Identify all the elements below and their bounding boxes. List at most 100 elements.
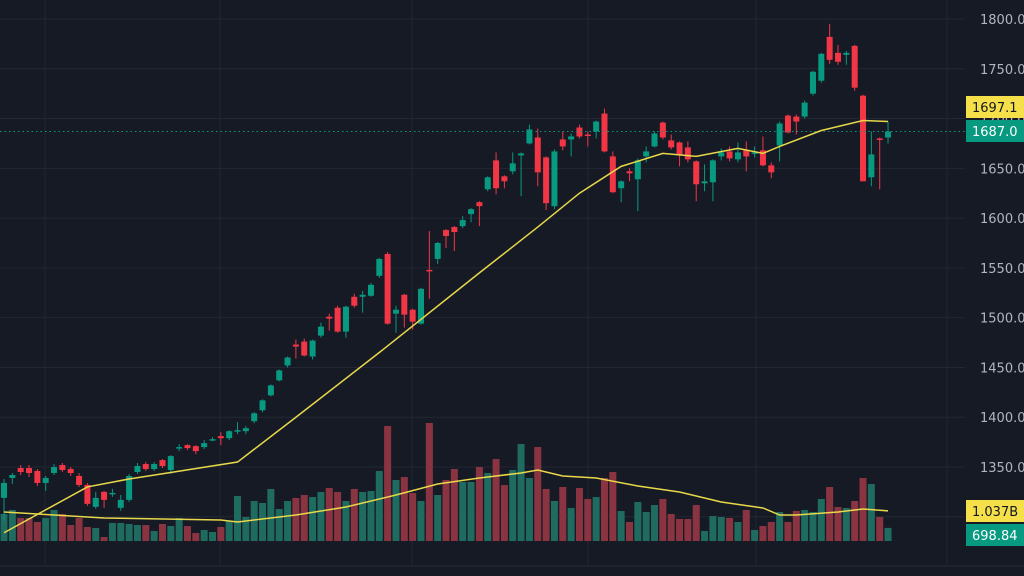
candle-up bbox=[734, 152, 741, 160]
candle-down bbox=[101, 491, 108, 500]
volume-bar bbox=[467, 481, 475, 541]
volume-bar bbox=[292, 497, 300, 541]
candle-up bbox=[309, 340, 316, 357]
volume-bar bbox=[525, 477, 533, 541]
candle-up bbox=[651, 133, 658, 147]
volume-bar bbox=[234, 496, 242, 541]
candle-up bbox=[418, 288, 424, 324]
volume-pane bbox=[0, 423, 892, 541]
candle-up bbox=[151, 464, 158, 470]
price-tick-label: 1750.0 bbox=[980, 63, 1024, 78]
candle-down bbox=[334, 307, 341, 332]
volume-bar bbox=[634, 501, 642, 541]
volume-bar bbox=[33, 521, 41, 541]
volume-bar bbox=[384, 426, 392, 541]
volume-bar bbox=[517, 444, 525, 541]
volume-bar bbox=[442, 479, 450, 541]
candle-down bbox=[142, 464, 149, 470]
volume-bar bbox=[567, 507, 575, 541]
volume-bar bbox=[209, 531, 216, 541]
volume-bar bbox=[75, 517, 83, 541]
volume-bar bbox=[884, 527, 892, 541]
volume-bar bbox=[50, 509, 58, 541]
volume-bar bbox=[542, 488, 550, 541]
candle-down bbox=[759, 150, 766, 166]
volume-moving-average-line bbox=[3, 469, 889, 523]
candle-up bbox=[51, 467, 58, 473]
volume-bar bbox=[67, 525, 75, 541]
volume-bar bbox=[651, 505, 659, 541]
volume-bar bbox=[701, 530, 709, 541]
candle-up bbox=[718, 152, 725, 157]
last-volume-tag-background bbox=[966, 524, 1024, 546]
candle-down bbox=[684, 147, 691, 160]
candle-down bbox=[59, 465, 66, 471]
volume-bar bbox=[842, 507, 850, 541]
candle-up bbox=[342, 306, 349, 332]
volume-bar bbox=[92, 527, 100, 541]
price-tick-label: 1550.0 bbox=[980, 262, 1024, 277]
price-ma-tag: 1697.1 bbox=[972, 101, 1018, 116]
candle-down bbox=[726, 151, 733, 159]
candles bbox=[1, 23, 892, 521]
volume-ma-tag: 1.037B bbox=[972, 505, 1018, 520]
volume-bar bbox=[500, 485, 508, 541]
volume-bar bbox=[242, 517, 250, 541]
candle-up bbox=[468, 209, 475, 215]
candle-down bbox=[451, 227, 458, 233]
candle-up bbox=[1, 482, 7, 498]
candle-down bbox=[576, 127, 583, 137]
candle-down bbox=[384, 253, 391, 324]
price-tick-label: 1500.0 bbox=[980, 312, 1024, 327]
candle-down bbox=[534, 137, 541, 173]
volume-bar bbox=[459, 481, 467, 541]
candle-down bbox=[543, 157, 550, 204]
volume-bar bbox=[409, 493, 417, 541]
candle-down bbox=[876, 138, 883, 140]
volume-bar bbox=[801, 509, 809, 541]
candle-down bbox=[409, 309, 416, 322]
volume-bar bbox=[667, 514, 675, 541]
candle-up bbox=[593, 121, 600, 132]
candle-down bbox=[793, 116, 800, 122]
volume-bar bbox=[158, 524, 166, 541]
volume-bar bbox=[676, 518, 684, 541]
volume-bar bbox=[342, 500, 350, 541]
candle-down bbox=[26, 468, 33, 473]
price-tick-label: 1650.0 bbox=[980, 162, 1024, 177]
volume-bar bbox=[692, 505, 700, 541]
candle-down bbox=[559, 139, 566, 147]
last-price-tag: 1687.0 bbox=[972, 125, 1018, 140]
volume-bar bbox=[600, 477, 608, 541]
candle-up bbox=[618, 181, 625, 189]
price-ma-tag-background bbox=[966, 96, 1024, 118]
candle-up bbox=[709, 160, 716, 183]
volume-bar bbox=[617, 510, 625, 541]
candle-up bbox=[434, 243, 441, 259]
volume-bar bbox=[350, 488, 358, 541]
volume-bar bbox=[25, 517, 33, 541]
volume-bar bbox=[267, 488, 275, 541]
candle-up bbox=[267, 385, 274, 396]
candle-down bbox=[67, 469, 74, 473]
volume-bar bbox=[475, 467, 483, 541]
volume-bar bbox=[375, 470, 383, 541]
candle-up bbox=[751, 152, 758, 154]
candle-down bbox=[292, 344, 299, 347]
candle-down bbox=[784, 115, 791, 133]
volume-bar bbox=[509, 469, 517, 541]
candle-down bbox=[584, 134, 591, 136]
candle-up bbox=[801, 102, 808, 117]
volume-bar bbox=[200, 529, 208, 541]
volume-bar bbox=[309, 497, 317, 541]
indicator-lines bbox=[0, 119, 965, 534]
volume-bar bbox=[851, 500, 859, 541]
candle-down bbox=[217, 436, 224, 439]
candle-up bbox=[868, 154, 875, 178]
volume-bar bbox=[776, 511, 784, 541]
volume-bar bbox=[359, 491, 367, 541]
volume-bar bbox=[609, 471, 617, 541]
volume-bar bbox=[300, 495, 308, 541]
volume-bar bbox=[742, 509, 750, 541]
